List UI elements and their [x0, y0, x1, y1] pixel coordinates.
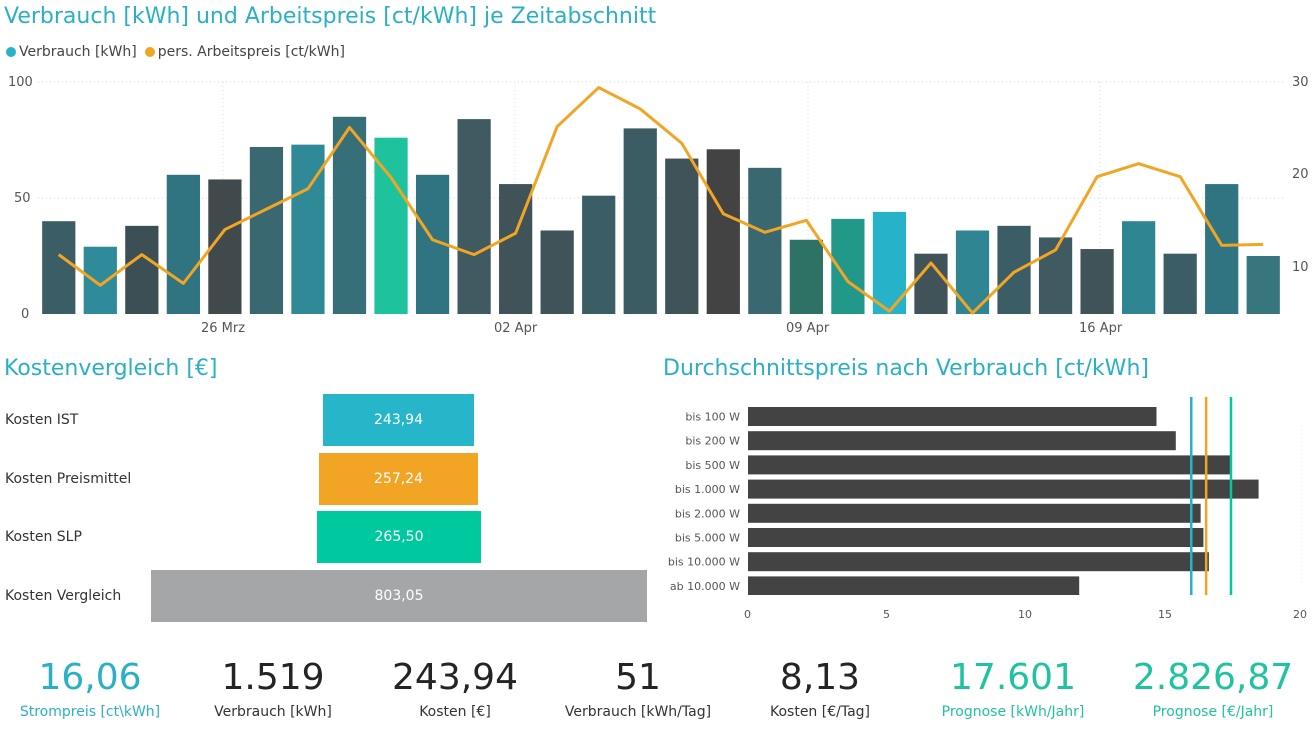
category-label: ab 10.000 W: [670, 580, 740, 593]
cost-bar-mean-price[interactable]: 257,24: [319, 453, 478, 505]
avg-price-bar[interactable]: [748, 503, 1201, 523]
category-label: bis 500 W: [685, 459, 740, 472]
chart3-title: Durchschnittspreis nach Verbrauch [ct/kW…: [663, 356, 1149, 381]
legend-dot-icon: [6, 47, 16, 57]
y-left-tick: 50: [14, 191, 31, 206]
combo-chart[interactable]: [0, 60, 1312, 350]
legend-item-consumption[interactable]: Verbrauch [kWh]: [6, 44, 137, 60]
avg-price-bar[interactable]: [748, 528, 1204, 547]
chart2-title: Kostenvergleich [€]: [4, 356, 218, 381]
cost-bar-ist[interactable]: 243,94: [323, 394, 474, 446]
category-label: bis 10.000 W: [668, 556, 740, 569]
consumption-bar[interactable]: [83, 246, 117, 314]
y-right-tick: 10: [1292, 260, 1309, 275]
kpi-value: 243,94: [392, 657, 518, 698]
x-tick: 09 Apr: [786, 321, 830, 336]
cost-row-mean-price[interactable]: Kosten Preismittel 257,24: [0, 453, 650, 505]
avg-price-bar[interactable]: [748, 431, 1176, 451]
cost-label: Kosten Vergleich: [5, 588, 122, 604]
consumption-bar[interactable]: [540, 230, 574, 314]
consumption-bar[interactable]: [1122, 221, 1156, 314]
consumption-bar[interactable]: [789, 239, 823, 314]
x-tick: 5: [883, 608, 890, 621]
avg-price-bar[interactable]: [748, 407, 1157, 426]
kpi-consumption[interactable]: 1.519 Verbrauch [kWh]: [188, 656, 358, 720]
consumption-bar[interactable]: [582, 195, 616, 314]
kpi-value: 16,06: [38, 657, 142, 698]
consumption-bar[interactable]: [1080, 249, 1114, 314]
kpi-value: 17.601: [950, 657, 1076, 698]
consumption-bar[interactable]: [1163, 253, 1197, 314]
category-label: bis 100 W: [685, 411, 740, 424]
x-tick: 02 Apr: [494, 321, 538, 336]
avg-price-bar-chart[interactable]: bis 100 W bis 200 W bis 500 W bis 1.000 W bi…: [655, 395, 1312, 595]
cost-bar-compare[interactable]: 803,05: [151, 570, 647, 622]
x-tick: 26 Mrz: [201, 321, 246, 336]
cost-row-ist[interactable]: Kosten IST 243,94: [0, 394, 650, 446]
kpi-label: Prognose [€/Jahr]: [1152, 704, 1274, 720]
consumption-bar[interactable]: [332, 116, 367, 314]
y-left-tick: 100: [8, 75, 33, 90]
kpi-value: 8,13: [779, 657, 861, 698]
consumption-bar[interactable]: [748, 167, 782, 314]
consumption-bar[interactable]: [208, 179, 242, 314]
cost-label: Kosten IST: [5, 412, 79, 428]
cost-row-slp[interactable]: Kosten SLP 265,50: [0, 511, 650, 563]
consumption-bar[interactable]: [125, 225, 159, 314]
avg-price-bar[interactable]: [748, 479, 1259, 499]
legend-label-price: pers. Arbeitspreis [ct/kWh]: [157, 44, 345, 60]
avg-price-bar[interactable]: [748, 576, 1080, 595]
kpi-cost[interactable]: 243,94 Kosten [€]: [370, 656, 540, 720]
kpi-label: Verbrauch [kWh/Tag]: [564, 704, 712, 720]
chart1-legend[interactable]: Verbrauch [kWh] pers. Arbeitspreis [ct/k…: [6, 44, 353, 60]
kpi-forecast-kwh[interactable]: 17.601 Prognose [kWh/Jahr]: [928, 656, 1098, 720]
consumption-bar[interactable]: [997, 225, 1031, 314]
legend-label-consumption: Verbrauch [kWh]: [19, 44, 137, 60]
kpi-value: 1.519: [221, 657, 325, 698]
kpi-value: 2.826,87: [1132, 657, 1294, 698]
x-tick: 15: [1158, 608, 1172, 621]
y-right-tick: 30: [1292, 75, 1309, 90]
category-label: bis 2.000 W: [675, 507, 740, 520]
kpi-label: Strompreis [ct\kWh]: [19, 704, 161, 720]
category-label: bis 5.000 W: [675, 532, 740, 545]
avg-price-bar[interactable]: [748, 455, 1231, 475]
kpi-cost-per-day[interactable]: 8,13 Kosten [€/Tag]: [735, 656, 905, 720]
y-right-tick: 20: [1292, 167, 1309, 182]
kpi-forecast-eur[interactable]: 2.826,87 Prognose [€/Jahr]: [1128, 656, 1298, 720]
y-left-tick: 0: [21, 307, 30, 322]
consumption-bar[interactable]: [1205, 184, 1239, 314]
cost-label: Kosten Preismittel: [5, 471, 132, 487]
cost-row-compare[interactable]: Kosten Vergleich 803,05: [0, 570, 650, 622]
x-tick: 20: [1293, 608, 1307, 621]
kpi-label: Prognose [kWh/Jahr]: [941, 704, 1085, 720]
kpi-consumption-per-day[interactable]: 51 Verbrauch [kWh/Tag]: [553, 656, 723, 720]
consumption-bar[interactable]: [166, 174, 200, 314]
consumption-bar[interactable]: [706, 149, 740, 314]
kpi-price[interactable]: 16,06 Strompreis [ct\kWh]: [5, 656, 175, 720]
consumption-bar[interactable]: [623, 128, 657, 314]
category-label: bis 1.000 W: [675, 483, 740, 496]
kpi-label: Kosten [€/Tag]: [769, 704, 871, 720]
category-label: bis 200 W: [685, 435, 740, 448]
consumption-bar[interactable]: [457, 119, 491, 314]
avg-price-bar[interactable]: [748, 552, 1209, 572]
legend-item-price[interactable]: pers. Arbeitspreis [ct/kWh]: [144, 44, 345, 60]
kpi-value: 51: [615, 657, 661, 698]
x-tick: 16 Apr: [1079, 321, 1123, 336]
consumption-bar[interactable]: [374, 137, 408, 314]
kpi-label: Verbrauch [kWh]: [214, 704, 332, 720]
kpi-label: Kosten [€]: [419, 704, 491, 720]
consumption-bar[interactable]: [1246, 256, 1280, 314]
x-tick: 10: [1018, 608, 1032, 621]
consumption-bar[interactable]: [665, 158, 699, 314]
consumption-bar[interactable]: [249, 146, 284, 314]
cost-label: Kosten SLP: [5, 529, 82, 545]
price-line[interactable]: [57, 86, 1264, 315]
chart1-title: Verbrauch [kWh] und Arbeitspreis [ct/kWh…: [4, 4, 657, 29]
cost-bar-slp[interactable]: 265,50: [317, 511, 481, 563]
legend-dot-icon: [144, 47, 155, 57]
x-tick: 0: [744, 608, 751, 621]
consumption-bar[interactable]: [42, 221, 76, 314]
